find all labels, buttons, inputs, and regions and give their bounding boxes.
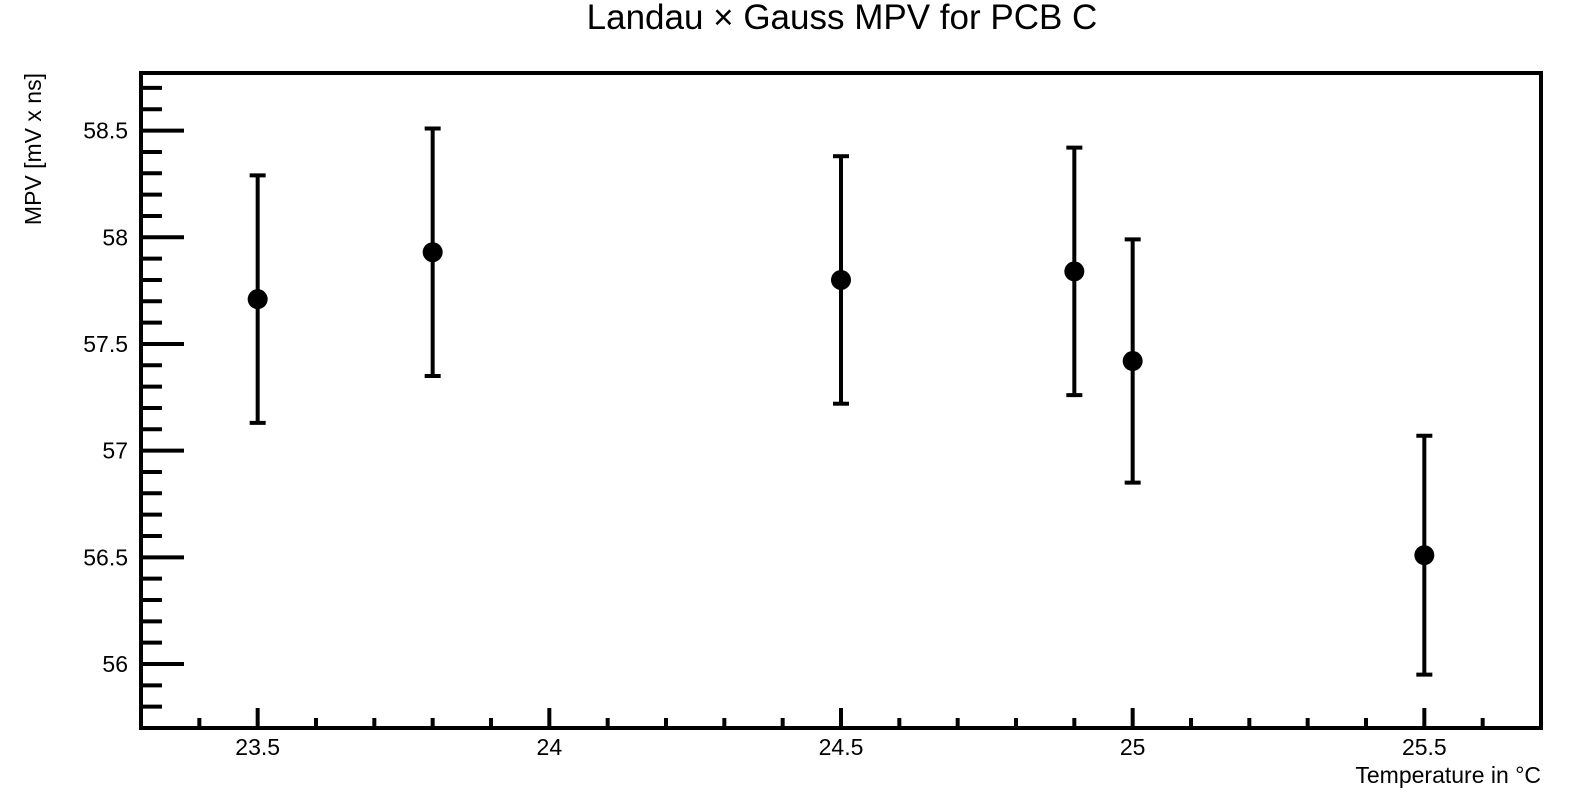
y-axis-ticks bbox=[141, 85, 184, 709]
x-axis-label: Temperature in °C bbox=[1355, 762, 1541, 788]
x-tick-label: 23.5 bbox=[235, 734, 280, 760]
chart-title: Landau × Gauss MPV for PCB C bbox=[587, 0, 1098, 37]
y-axis-label: MPV [mV x ns] bbox=[20, 73, 46, 225]
y-tick-label: 56.5 bbox=[83, 544, 128, 570]
data-point bbox=[831, 269, 851, 290]
x-tick-label: 24.5 bbox=[819, 734, 864, 760]
y-tick-label: 57 bbox=[102, 438, 128, 464]
y-tick-label: 57.5 bbox=[83, 331, 128, 357]
data-point bbox=[1122, 351, 1143, 372]
data-points bbox=[247, 126, 1435, 677]
x-tick-label: 24 bbox=[537, 734, 563, 760]
x-axis-tick-labels: 23.5 24 24.5 25 25.5 bbox=[235, 734, 1446, 760]
y-axis-tick-labels: 56 56.5 57 57.5 58 58.5 bbox=[83, 118, 128, 677]
y-tick-label: 56 bbox=[102, 651, 128, 677]
data-point bbox=[247, 289, 268, 310]
y-tick-label: 58.5 bbox=[83, 118, 128, 144]
data-point bbox=[1414, 545, 1435, 566]
data-point bbox=[422, 242, 443, 263]
x-axis-ticks bbox=[197, 708, 1485, 728]
data-point bbox=[1064, 261, 1085, 282]
x-tick-label: 25.5 bbox=[1402, 734, 1447, 760]
y-tick-label: 58 bbox=[102, 224, 128, 250]
x-tick-label: 25 bbox=[1120, 734, 1146, 760]
